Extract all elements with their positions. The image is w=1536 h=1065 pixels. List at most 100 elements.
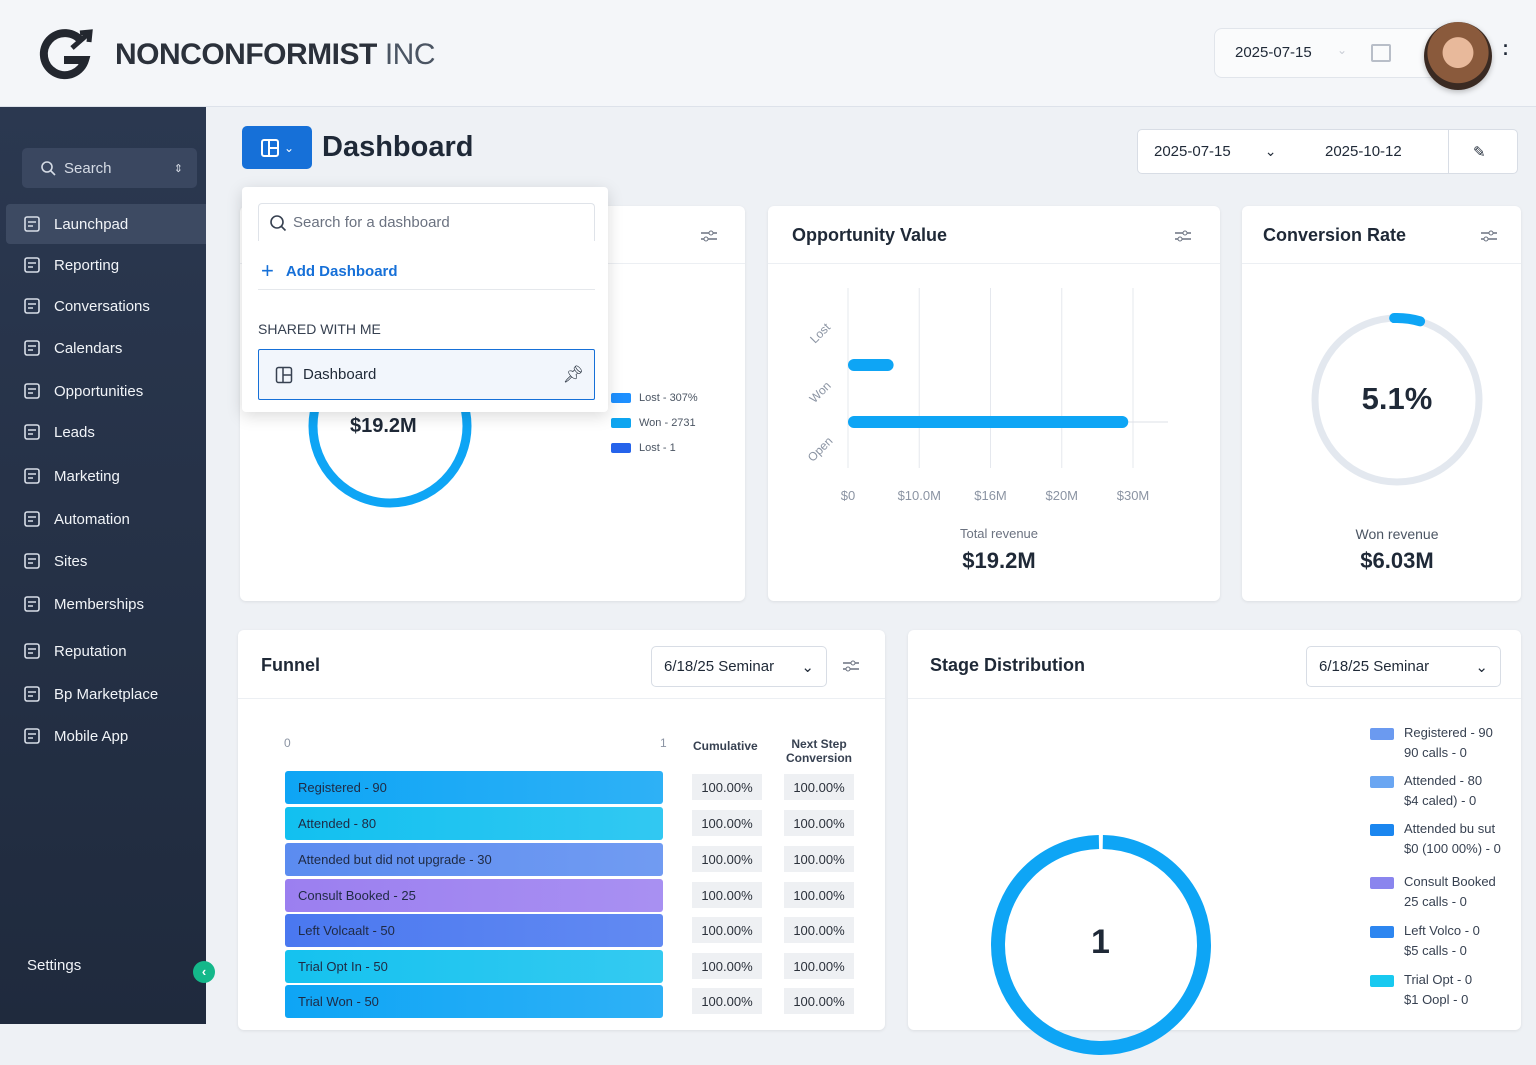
legend-line2: 25 calls - 0 [1404,894,1467,909]
sidebar-item-memberships[interactable]: Memberships [6,584,206,624]
chevron-down-icon: ⌄ [1264,143,1277,159]
funnel-bar[interactable]: Consult Booked - 25 [285,879,663,912]
chevron-down-icon: ⌄ [801,658,814,676]
stage-filter-select[interactable]: 6/18/25 Seminar ⌄ [1306,646,1501,687]
total-revenue-value: $19.2M [962,548,1036,573]
legend-swatch [611,418,631,428]
card-title: Conversion Rate [1263,225,1407,245]
sidebar-item-reporting[interactable]: Reporting [6,245,206,285]
legend-swatch [1370,824,1394,836]
user-avatar[interactable] [1424,22,1492,90]
sidebar-item-calendars[interactable]: Calendars [6,328,206,368]
funnel-bar[interactable]: Left Volcaalt - 50 [285,914,663,947]
next-step-value: 100.00% [784,810,854,836]
next-step-value: 100.00% [784,846,854,872]
filter-icon[interactable] [1174,229,1192,243]
sidebar-item-label: Marketing [54,467,120,485]
search-icon [270,214,287,231]
next-step-value: 100.00% [784,953,854,979]
date-to: 2025-10-12 [1325,143,1402,160]
sidebar-item-marketing[interactable]: Marketing [6,456,206,496]
dashboard-popover: Search for a dashboard + Add Dashboard SH… [242,187,608,412]
more-vertical-icon[interactable]: · · [1503,36,1509,64]
funnel-bar-label: Trial Won - 50 [298,994,379,1009]
cumulative-value: 100.00% [692,917,762,943]
legend-line2: $5 calls - 0 [1404,943,1467,958]
collapse-sidebar-button[interactable]: ‹ [193,961,215,983]
sidebar-item-label: Launchpad [54,215,129,233]
x-tick-label: $20M [1045,488,1078,503]
opportunity-value-card: Opportunity Value $0 $10.0M $16M $20M $30M Lo… [768,206,1220,601]
legend-label: Lost - 307% [639,392,698,404]
header-date: 2025-07-15 [1235,44,1312,61]
marketplace-icon [24,686,40,702]
revenue-legend: Lost - 307% Won - 2731 Lost - 1 [611,392,698,454]
funnel-bar[interactable]: Trial Opt In - 50 [285,950,663,983]
funnel-filter-select[interactable]: 6/18/25 Seminar ⌄ [651,646,827,687]
legend-line2: $1 Oopl - 0 [1404,992,1469,1007]
axis-max: 1 [660,736,667,750]
sidebar [0,107,206,1024]
edit-button[interactable]: ✎ [1448,129,1518,174]
sidebar-item-bp-marketplace[interactable]: Bp Marketplace [6,674,206,714]
funnel-bar[interactable]: Trial Won - 50 [285,985,663,1018]
pin-icon[interactable]: 📌︎ [562,364,584,384]
report-icon [24,257,40,273]
filter-icon[interactable] [700,229,718,243]
checkbox[interactable] [1371,44,1391,62]
funnel-bar[interactable]: Attended but did not upgrade - 30 [285,843,663,876]
section-heading: SHARED WITH ME [258,321,381,337]
dashboard-switcher-button[interactable]: ⌄ [242,126,312,169]
calendar-icon [24,340,40,356]
column-cumulative: Cumulative [693,739,758,753]
legend-text: Left Volco - 0 $5 calls - 0 [1404,921,1480,961]
sidebar-item-sites[interactable]: Sites [6,541,206,581]
add-dashboard-label: Add Dashboard [285,262,398,280]
conversion-arc [1310,313,1484,487]
sidebar-item-leads[interactable]: Leads [6,412,206,452]
won-revenue-value: $6.03M [1360,548,1434,573]
funnel-bar-label: Consult Booked - 25 [298,888,416,903]
cumulative-value: 100.00% [692,988,762,1014]
sidebar-item-label: Reporting [54,256,120,274]
sidebar-item-label: Leads [54,423,95,441]
date-to-picker[interactable]: 2025-10-12 [1307,129,1449,174]
legend-item: Lost - 307% [611,392,698,404]
funnel-bar[interactable]: Attended - 80 [285,807,663,840]
legend-swatch [1370,776,1394,788]
funnel-bar-label: Left Volcaalt - 50 [298,923,395,938]
dashboard-search-input[interactable]: Search for a dashboard [258,203,595,241]
sidebar-item-opportunities[interactable]: Opportunities [6,371,206,411]
cumulative-value: 100.00% [692,810,762,836]
legend-text: Attended bu sut $0 (100 00%) - 0 [1404,819,1501,859]
legend-line1: Attended - 80 [1404,773,1483,788]
next-step-value: 100.00% [784,917,854,943]
sidebar-settings[interactable]: Settings [27,957,82,974]
date-from-picker[interactable]: 2025-07-15 ⌄ [1137,129,1308,174]
funnel-bar[interactable]: Registered - 90 [285,771,663,804]
sidebar-item-reputation[interactable]: Reputation [6,631,206,671]
sidebar-item-label: Memberships [54,595,145,613]
filter-icon[interactable] [842,659,860,673]
legend-line1: Trial Opt - 0 [1404,972,1473,987]
search-placeholder: Search for a dashboard [293,214,450,231]
add-dashboard-button[interactable]: + Add Dashboard [261,258,398,284]
legend-text: Trial Opt - 0 $1 Oopl - 0 [1404,970,1472,1010]
sidebar-item-launchpad[interactable]: Launchpad [6,204,206,244]
sidebar-search[interactable]: Search ⇕ [22,148,197,188]
sidebar-item-mobile-app[interactable]: Mobile App [6,716,206,756]
brand-name: NONCONFORMIST INC [115,38,436,71]
sidebar-item-conversations[interactable]: Conversations [6,286,206,326]
stage-legend-item: Left Volco - 0 $5 calls - 0 [1370,921,1480,961]
stage-distribution-card: Stage Distribution 6/18/25 Seminar ⌄ 1 [908,630,1521,1056]
stage-legend-item: Attended bu sut $0 (100 00%) - 0 [1370,819,1501,859]
stage-legend-item: Trial Opt - 0 $1 Oopl - 0 [1370,970,1472,1010]
x-tick-label: $30M [1117,488,1150,503]
dashboard-list-item[interactable]: Dashboard 📌︎ [258,349,595,400]
header-date-picker[interactable]: 2025-07-15 ⌄ [1214,28,1464,78]
chevron-down-icon: ⌄ [1475,658,1488,676]
sidebar-item-automation[interactable]: Automation [6,499,206,539]
cumulative-value: 100.00% [692,846,762,872]
x-tick-label: $16M [974,488,1007,503]
filter-icon[interactable] [1480,229,1498,243]
